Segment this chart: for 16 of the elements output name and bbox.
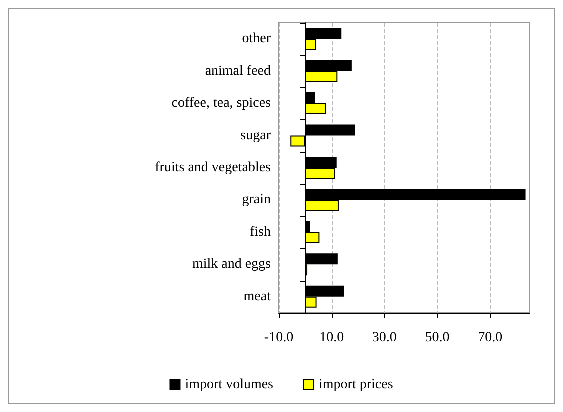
y-tick-label: coffee, tea, spices	[172, 96, 271, 112]
y-tick-label: other	[242, 32, 272, 47]
y-tick-label: fish	[250, 224, 271, 240]
x-tick-label: 50.0	[425, 330, 450, 346]
y-tick-label: grain	[242, 192, 271, 208]
x-tick-label: -10.0	[264, 330, 294, 346]
y-tick-label: animal feed	[205, 64, 271, 79]
y-tick-label: fruits and vegetables	[155, 160, 271, 176]
legend-label: import volumes	[185, 378, 274, 392]
y-tick-label: milk and eggs	[192, 257, 271, 272]
x-tick-label: 70.0	[478, 330, 503, 346]
legend-label: import prices	[319, 378, 394, 392]
y-tick-label: sugar	[240, 128, 272, 144]
x-tick-label: 30.0	[372, 330, 397, 346]
x-tick-label: 10.0	[320, 330, 344, 346]
y-tick-label: meat	[244, 289, 272, 304]
